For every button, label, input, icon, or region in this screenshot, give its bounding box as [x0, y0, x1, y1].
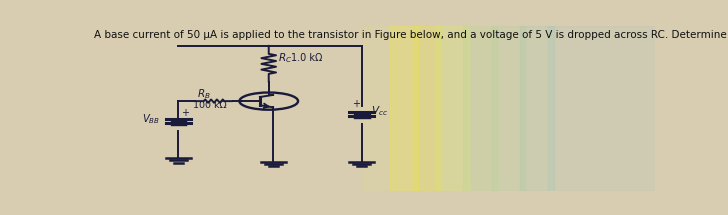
Bar	[491, 26, 526, 191]
Text: $R_C$: $R_C$	[278, 51, 292, 65]
Bar	[464, 26, 497, 191]
Bar	[362, 26, 396, 191]
Bar	[390, 26, 418, 191]
Text: $V_{cc}$: $V_{cc}$	[371, 104, 388, 118]
Text: +: +	[181, 108, 189, 118]
Text: 1.0 kΩ: 1.0 kΩ	[291, 53, 323, 63]
Text: 100 kΩ: 100 kΩ	[192, 101, 226, 110]
Bar	[520, 26, 554, 191]
Text: $V_{BB}$: $V_{BB}$	[142, 112, 160, 126]
Text: $R_B$: $R_B$	[197, 88, 210, 101]
Text: A base current of 50 μA is applied to the transistor in Figure below, and a volt: A base current of 50 μA is applied to th…	[94, 30, 728, 40]
Bar	[413, 26, 441, 191]
Text: +: +	[352, 99, 360, 109]
Bar	[548, 26, 661, 191]
Bar	[435, 26, 469, 191]
